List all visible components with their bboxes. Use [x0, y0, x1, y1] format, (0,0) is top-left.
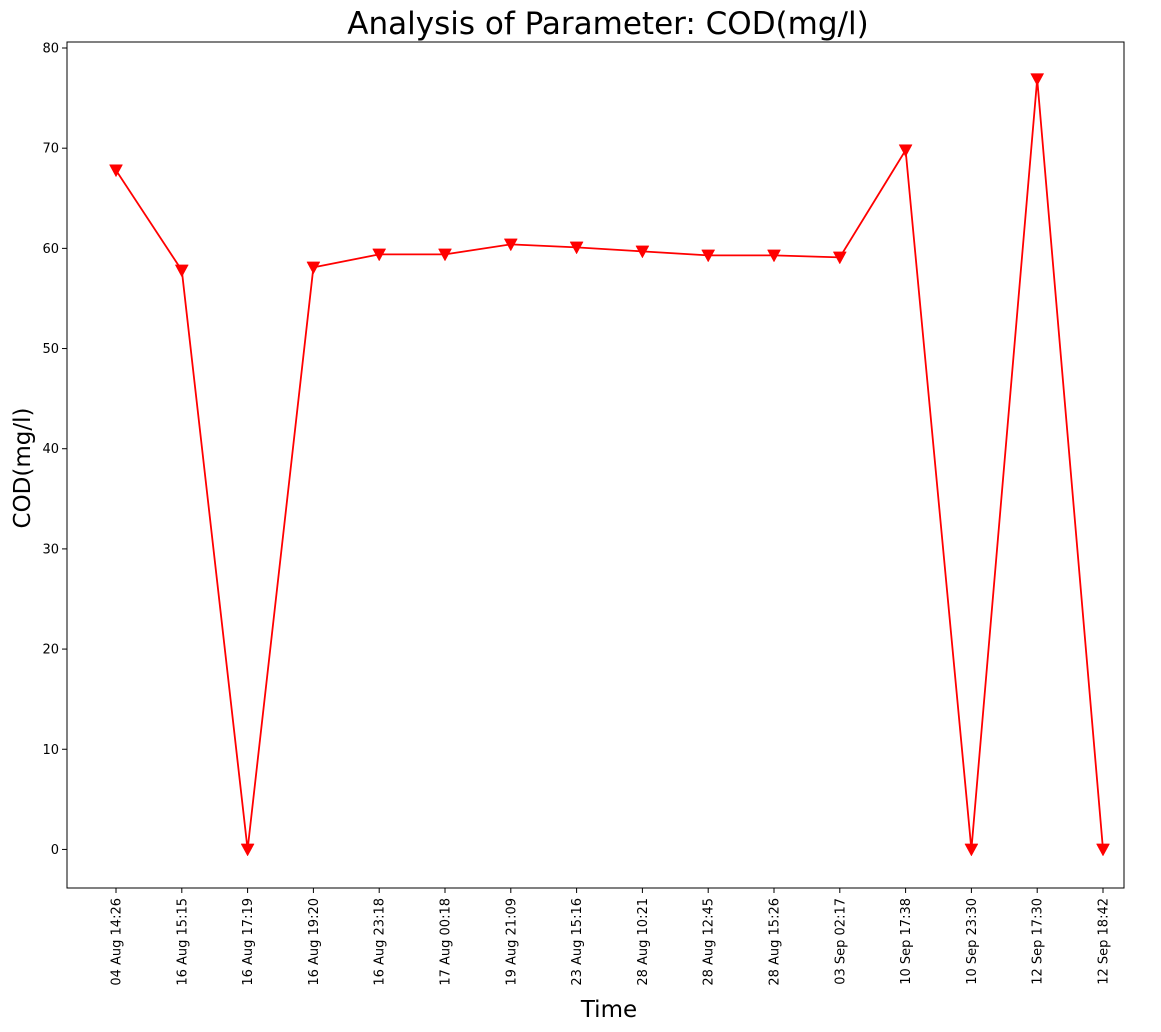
y-axis-ticks: 0 10 20 30 40 50 60 70 80: [42, 42, 67, 858]
chart-title: Analysis of Parameter: COD(mg/l): [347, 6, 868, 42]
y-axis-label: COD(mg/l): [10, 408, 36, 529]
x-tick-label: 10 Sep 17:38: [899, 898, 914, 985]
y-tick-label: 40: [42, 442, 59, 457]
x-tick-label: 17 Aug 00:18: [439, 898, 454, 986]
data-point-marker: [635, 245, 650, 259]
data-point-marker: [767, 249, 781, 263]
data-point-marker: [898, 144, 913, 158]
y-tick-label: 20: [42, 643, 59, 658]
x-tick-label: 10 Sep 23:30: [965, 898, 980, 985]
data-point-marker: [109, 164, 123, 178]
data-point-marker: [438, 248, 452, 262]
y-tick-label: 80: [42, 42, 59, 57]
x-tick-label: 03 Sep 02:17: [833, 898, 848, 985]
series-line: [115, 78, 1104, 851]
y-tick-label: 50: [42, 342, 59, 357]
series-layer: [109, 73, 1110, 857]
x-axis-label: Time: [580, 997, 637, 1023]
plot-area: [66, 41, 1125, 889]
data-point-marker: [964, 843, 979, 857]
data-point-marker: [240, 843, 255, 857]
y-tick-label: 0: [51, 843, 59, 858]
x-tick-label: 16 Aug 15:15: [175, 898, 190, 986]
x-tick-label: 16 Aug 23:18: [373, 898, 388, 986]
y-tick-label: 30: [42, 542, 59, 557]
x-tick-label: 12 Sep 18:42: [1097, 898, 1112, 985]
data-point-marker: [1096, 843, 1110, 857]
data-point-marker: [832, 251, 847, 265]
x-tick-label: 28 Aug 10:21: [636, 898, 651, 986]
data-point-marker: [569, 241, 584, 255]
y-tick-label: 60: [42, 242, 59, 257]
y-tick-label: 10: [42, 743, 59, 758]
data-point-marker: [306, 261, 321, 275]
x-tick-label: 19 Aug 21:09: [504, 898, 519, 986]
data-point-marker: [503, 238, 518, 252]
x-tick-label: 04 Aug 14:26: [110, 898, 125, 986]
x-tick-label: 28 Aug 15:26: [768, 898, 783, 986]
data-point-marker: [174, 264, 189, 278]
x-tick-label: 28 Aug 12:45: [702, 898, 717, 986]
x-tick-label: 23 Aug 15:16: [570, 898, 585, 986]
data-point-marker: [701, 249, 716, 263]
x-tick-label: 16 Aug 19:20: [307, 898, 322, 986]
x-tick-label: 12 Sep 17:30: [1031, 898, 1046, 985]
x-tick-label: 16 Aug 17:19: [241, 898, 256, 986]
y-tick-label: 70: [42, 142, 59, 157]
data-point-marker: [372, 248, 387, 262]
data-point-marker: [1030, 73, 1045, 87]
x-axis-ticks: 04 Aug 14:26 16 Aug 15:15 16 Aug 17:19 16 A…: [110, 888, 1112, 986]
